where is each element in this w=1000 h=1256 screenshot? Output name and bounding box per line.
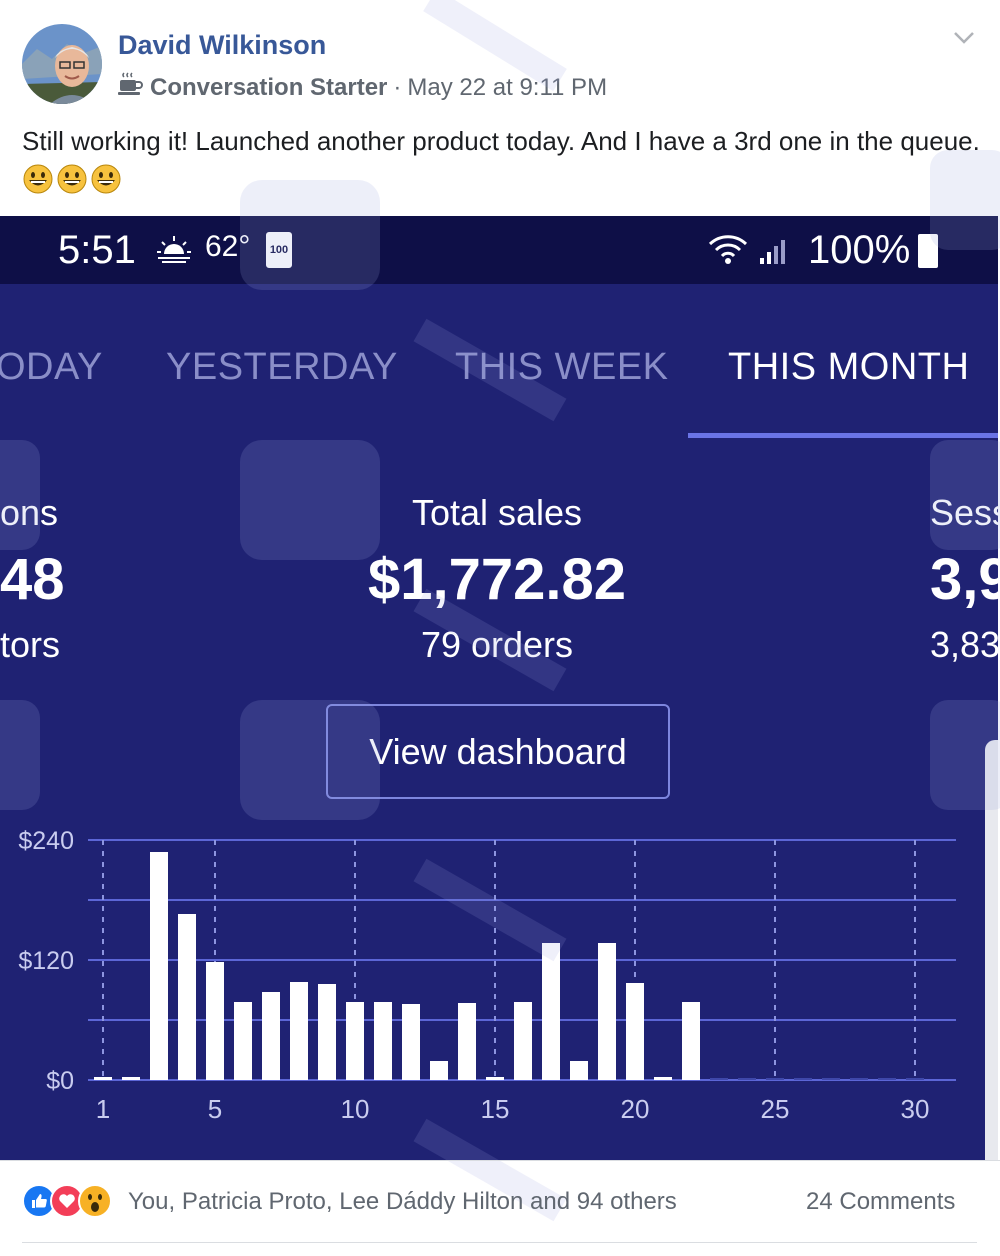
battery-icon [918, 234, 938, 268]
tab-this-month[interactable]: THIS MONTH [728, 346, 970, 388]
comments-count[interactable]: 24 Comments [806, 1188, 956, 1215]
side-panel-edge [985, 740, 998, 1160]
post-image[interactable]: 5:51 62° 100 [0, 216, 998, 1160]
chart-bar [626, 983, 644, 1080]
emoji-row [22, 164, 124, 195]
status-temperature: 62° [205, 230, 251, 263]
status-bar: 5:51 62° 100 [0, 216, 998, 284]
sessions-label: Sess [930, 492, 998, 533]
bottom-divider [22, 1242, 977, 1243]
chart-bar [794, 1078, 812, 1080]
y-tick-label: $120 [18, 947, 74, 975]
chart-bar [598, 943, 616, 1080]
chart-bar [346, 1002, 364, 1080]
x-tick-label: 5 [208, 1094, 222, 1124]
chart-bar [234, 1002, 252, 1080]
coffee-cup-icon [118, 72, 144, 103]
x-tick-label: 30 [901, 1094, 930, 1124]
chart-bar [94, 1077, 112, 1080]
left-stat-label: ons [0, 492, 59, 533]
post-text: Still working it! Launched another produ… [22, 122, 982, 206]
wifi-icon [708, 232, 748, 271]
chart-bar [150, 852, 168, 1080]
x-tick-label: 20 [621, 1094, 650, 1124]
battery-small-label: 100 [269, 244, 289, 256]
chart-bar [542, 943, 560, 1080]
y-tick-label: $240 [18, 827, 74, 855]
reaction-icons[interactable] [22, 1184, 112, 1218]
chart-bar [262, 992, 280, 1080]
chart-bar [374, 1002, 392, 1080]
reaction-names[interactable]: You, Patricia Proto, Lee Dáddy Hilton an… [128, 1188, 677, 1215]
chart-bar [878, 1078, 896, 1080]
x-tick-label: 15 [481, 1094, 510, 1124]
chart-bar [654, 1077, 672, 1080]
tab-today[interactable]: ODAY [0, 346, 103, 388]
y-tick-label: $0 [46, 1067, 74, 1095]
battery-percent: 100% [808, 228, 911, 272]
chart-bar [738, 1078, 756, 1080]
member-badge[interactable]: Conversation Starter [150, 73, 388, 101]
chart-bar [430, 1061, 448, 1080]
chart-bar [570, 1061, 588, 1080]
grinning-face-icon [90, 163, 122, 206]
chart-bar [206, 962, 224, 1080]
left-stat-sub: tors [0, 624, 61, 665]
weather-icon [156, 234, 192, 269]
grinning-face-icon [22, 163, 54, 206]
tab-this-week[interactable]: THIS WEEK [455, 346, 669, 388]
post-meta: Conversation Starter · May 22 at 9:11 PM [118, 72, 607, 103]
author-name[interactable]: David Wilkinson [118, 30, 327, 60]
author-avatar[interactable] [22, 24, 102, 104]
chart-bar [906, 1078, 924, 1080]
orders-count: 79 orders [420, 624, 574, 665]
signal-icon [758, 234, 792, 271]
chart-bar [458, 1003, 476, 1080]
status-time: 5:51 [58, 228, 136, 272]
chart-bar [822, 1078, 840, 1080]
chart-bar [710, 1078, 728, 1080]
post-timestamp[interactable]: May 22 at 9:11 PM [407, 73, 608, 101]
battery-small-icon: 100 [266, 232, 292, 268]
chart-bar [178, 914, 196, 1080]
chart-bar [486, 1077, 504, 1080]
total-sales-value: $1,772.82 [367, 547, 627, 612]
chart-bar [122, 1077, 140, 1080]
sessions-sub: 3,83 [930, 624, 998, 665]
total-sales-label: Total sales [411, 492, 583, 533]
chart-bar [514, 1002, 532, 1080]
sales-bar-chart: $240$120$01 5 10 15 20 25 30 [18, 827, 956, 1124]
sessions-value: 3,9 [930, 547, 998, 612]
x-tick-label: 1 [96, 1094, 110, 1124]
chart-bar [682, 1002, 700, 1080]
chart-bar [766, 1078, 784, 1080]
chart-bar [318, 984, 336, 1080]
grinning-face-icon [56, 163, 88, 206]
post-body: Still working it! Launched another produ… [22, 126, 980, 156]
wow-reaction-icon [78, 1184, 112, 1218]
tab-yesterday[interactable]: YESTERDAY [166, 346, 398, 388]
x-tick-label: 25 [761, 1094, 790, 1124]
view-dashboard-button[interactable]: View dashboard [326, 704, 670, 799]
x-tick-label: 10 [341, 1094, 370, 1124]
left-stat-value: 48 [0, 547, 65, 612]
chart-bar [850, 1078, 868, 1080]
chart-bar [402, 1004, 420, 1080]
chevron-down-icon[interactable] [952, 30, 976, 51]
active-tab-indicator [688, 433, 998, 438]
footer-divider [0, 1160, 1000, 1161]
chart-bar [290, 982, 308, 1080]
meta-separator: · [393, 73, 402, 101]
